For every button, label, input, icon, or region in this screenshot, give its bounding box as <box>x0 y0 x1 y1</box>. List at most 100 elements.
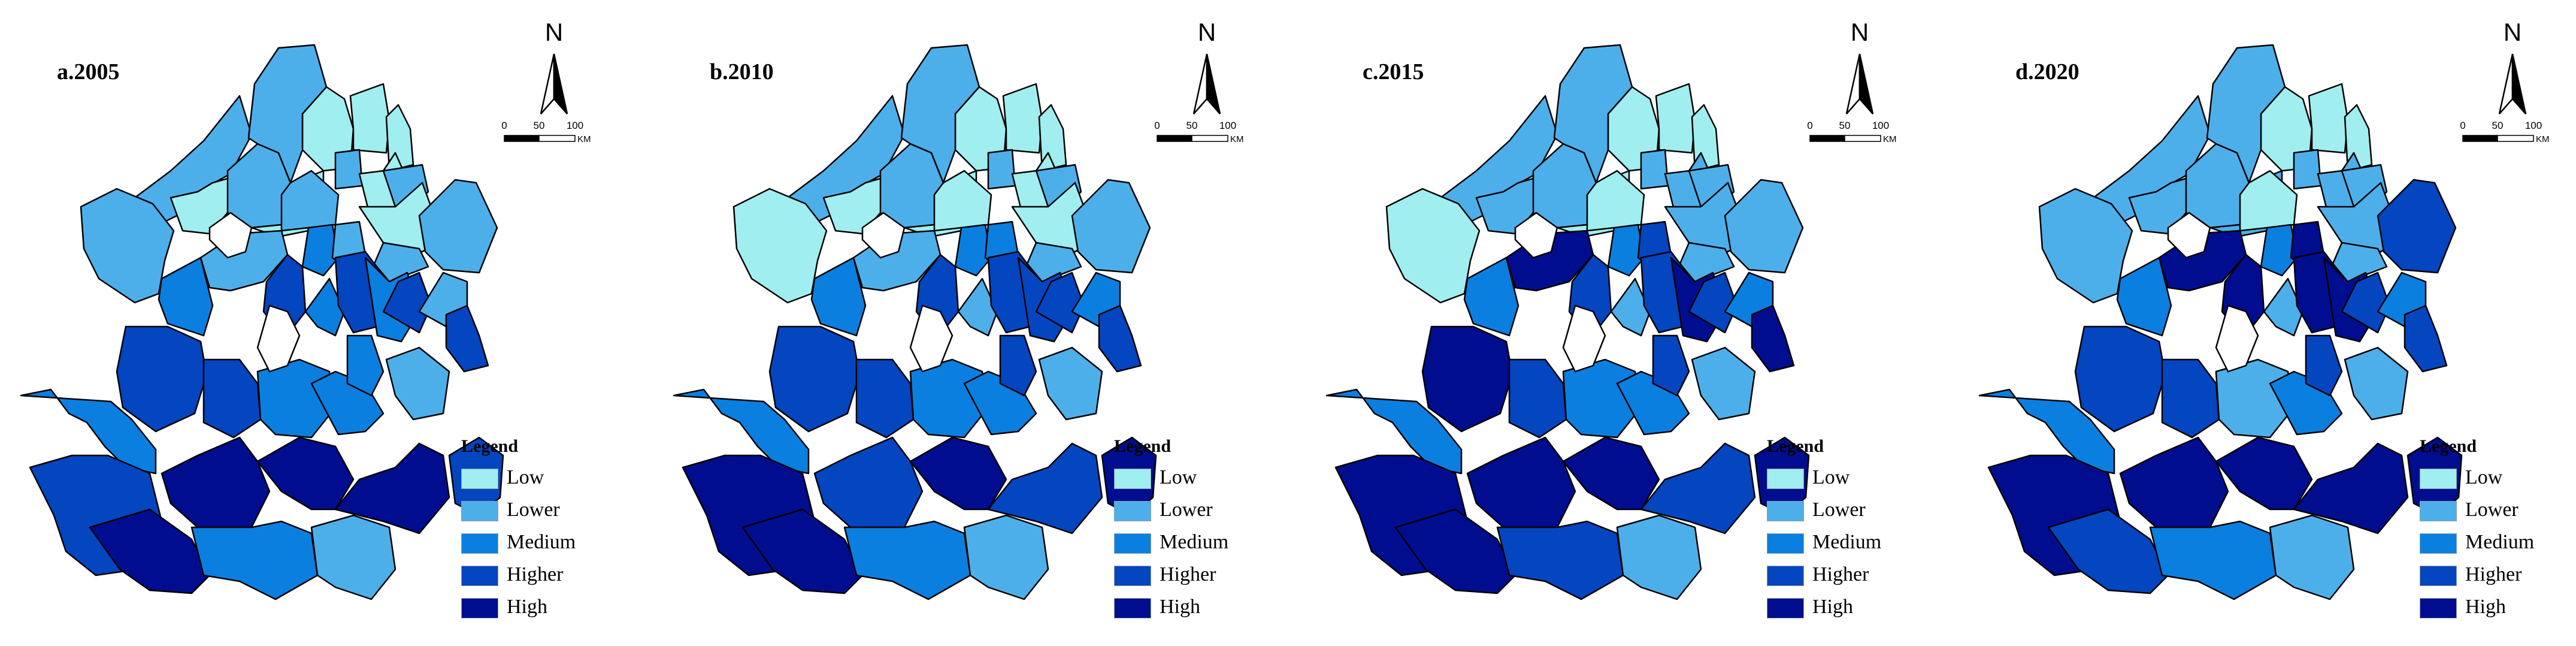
map-region <box>909 436 1007 511</box>
legend-label: High <box>507 596 547 618</box>
map-panel-b: b.2010 N 0 50 100 KM Legend Low Lower Medium Highe… <box>653 0 1297 646</box>
legend-item: Low <box>2420 465 2575 497</box>
legend-swatch <box>1767 469 1804 489</box>
legend-label: Lower <box>507 499 560 521</box>
legend-label: Lower <box>2465 499 2519 521</box>
map-region <box>247 44 328 184</box>
legend-swatch <box>1114 533 1151 554</box>
map-region <box>310 514 396 600</box>
map-region <box>909 358 989 439</box>
map-region <box>202 358 262 439</box>
choropleth-map <box>673 44 1157 600</box>
north-label: N <box>544 18 564 46</box>
scale-tick-label: 0 <box>501 120 507 131</box>
map-region <box>2377 179 2457 274</box>
map-region <box>1394 508 1516 594</box>
legend-item: Higher <box>461 562 617 594</box>
legend-item: Medium <box>461 530 617 562</box>
legend-item: Higher <box>2420 562 2575 594</box>
legend-label: Higher <box>2465 563 2522 585</box>
legend-label: Medium <box>1160 531 1229 553</box>
map-region <box>1466 436 1576 529</box>
scale-unit: KM <box>2536 134 2550 144</box>
legend-swatch <box>2420 598 2457 618</box>
map-void-area <box>2167 212 2211 259</box>
legend-swatch <box>1114 469 1151 489</box>
legend-label: High <box>2465 596 2506 618</box>
map-region <box>1751 304 1795 373</box>
map-region <box>2038 188 2133 304</box>
scale-unit: KM <box>1230 134 1244 144</box>
map-region <box>334 149 364 190</box>
map-region <box>999 334 1037 397</box>
scale-bar: 0 50 100 KM <box>1807 120 1917 156</box>
choropleth-map <box>1325 44 1810 600</box>
scale-bar: 0 50 100 KM <box>2460 120 2569 156</box>
legend-swatch <box>461 469 498 489</box>
scale-bar: 0 50 100 KM <box>501 120 611 156</box>
map-region <box>1071 179 1151 274</box>
map-region <box>349 83 391 154</box>
legend-label: Medium <box>2465 531 2535 553</box>
legend-item: Lower <box>2420 497 2575 530</box>
legend-swatch <box>461 533 498 554</box>
legend-label: High <box>1160 596 1200 618</box>
map-void-area <box>909 304 953 373</box>
legend-swatch <box>1767 566 1804 586</box>
map-region <box>301 224 340 277</box>
map-region <box>161 436 271 529</box>
legend-label: Low <box>1812 466 1850 488</box>
map-region <box>89 508 211 594</box>
map-region <box>1038 346 1103 421</box>
scale-tick-label: 0 <box>1807 120 1813 131</box>
legend-label: Higher <box>507 563 564 585</box>
north-arrow-icon: N <box>1189 18 1225 120</box>
map-region <box>2119 436 2229 529</box>
scale-tick-label: 100 <box>566 120 584 131</box>
legend-title: Legend <box>1114 436 1172 456</box>
map-region <box>1679 242 1735 283</box>
legend-item: High <box>1114 594 1270 627</box>
legend-swatch <box>461 598 498 618</box>
map-void-area <box>1562 304 1606 373</box>
legend-swatch <box>2420 533 2457 554</box>
map-region <box>1607 86 1660 172</box>
map-region <box>1691 346 1756 421</box>
legend-swatch <box>1114 598 1151 618</box>
map-region <box>256 358 337 439</box>
legend-title: Legend <box>461 436 519 456</box>
legend-label: High <box>1812 596 1853 618</box>
legend-item: Higher <box>1767 562 1923 594</box>
map-region <box>987 149 1016 190</box>
legend-label: Lower <box>1812 499 1866 521</box>
north-label: N <box>1197 18 1216 46</box>
map-region <box>2344 346 2409 421</box>
map-panel-c: c.2015 N 0 50 100 KM Legend Low Lower Medium Highe… <box>1306 0 1950 646</box>
map-region <box>1496 520 1624 600</box>
map-region <box>382 271 432 334</box>
legend-label: Medium <box>1812 531 1882 553</box>
map-region <box>1607 224 1645 277</box>
scale-unit: KM <box>577 134 591 144</box>
legend-item: Medium <box>1114 530 1270 562</box>
map-void-area <box>256 304 301 373</box>
north-arrow-icon: N <box>1842 18 1878 120</box>
legend-swatch <box>461 501 498 521</box>
map-region <box>1002 83 1043 154</box>
map-region <box>732 188 828 304</box>
north-label: N <box>1850 18 1869 46</box>
legend-item: Medium <box>2420 530 2575 562</box>
map-region <box>116 325 208 433</box>
north-arrow-icon: N <box>536 18 572 120</box>
scale-bar: 0 50 100 KM <box>1154 120 1264 156</box>
map-region <box>1385 188 1481 304</box>
map-region <box>954 224 992 277</box>
north-arrow-icon: N <box>2495 18 2530 120</box>
map-region <box>957 277 998 337</box>
legend-swatch <box>1114 566 1151 586</box>
map-region <box>1098 304 1142 373</box>
map-region <box>385 346 450 421</box>
map-region <box>190 520 319 600</box>
map-region <box>1035 271 1085 334</box>
map-region <box>418 179 498 274</box>
